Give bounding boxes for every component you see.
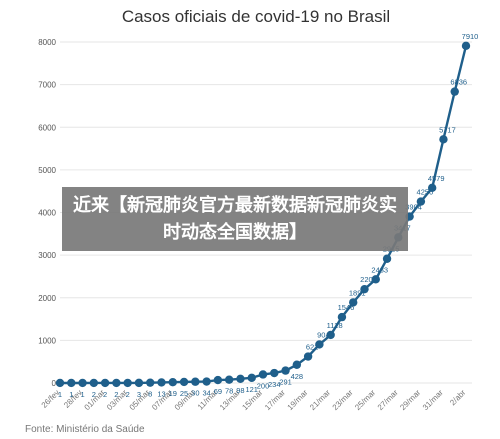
x-tick-label: 2/abr xyxy=(448,388,467,407)
data-label: 428 xyxy=(291,372,304,381)
x-tick-label: 29/mar xyxy=(398,388,422,412)
data-point xyxy=(202,377,211,386)
data-point xyxy=(281,366,290,375)
data-point xyxy=(450,87,459,96)
data-point xyxy=(157,378,166,387)
data-label: 234 xyxy=(268,380,281,389)
data-point xyxy=(439,135,448,144)
source-note: Fonte: Ministério da Saúde xyxy=(25,424,145,435)
data-label: 4256 xyxy=(417,188,434,197)
data-label: 30 xyxy=(191,389,199,398)
data-point xyxy=(416,197,426,206)
data-label: 13 xyxy=(157,389,165,398)
data-label: 904 xyxy=(317,330,330,339)
data-label: 34 xyxy=(202,389,210,398)
data-label: 25 xyxy=(180,389,188,398)
data-label: 5717 xyxy=(439,125,456,134)
overlay-banner: 近来【新冠肺炎官方最新数据新冠肺炎实时动态全国数据】 xyxy=(62,187,408,251)
data-label: 7910 xyxy=(462,32,479,41)
y-tick-label: 6000 xyxy=(38,123,56,132)
data-point xyxy=(382,254,392,263)
data-point xyxy=(78,378,87,388)
x-tick-label: 19/mar xyxy=(286,388,310,412)
data-point xyxy=(427,183,437,193)
data-point xyxy=(55,378,65,388)
y-tick-label: 7000 xyxy=(38,81,56,90)
data-label: 1 xyxy=(69,390,73,399)
y-tick-label: 3000 xyxy=(38,251,56,260)
data-label: 621 xyxy=(306,343,319,352)
data-label: 6836 xyxy=(450,78,467,87)
data-label: 2 xyxy=(103,390,107,399)
data-point xyxy=(213,375,223,385)
data-label: 1 xyxy=(58,390,62,399)
data-point xyxy=(315,340,324,349)
data-label: 1891 xyxy=(349,288,366,297)
y-tick-label: 5000 xyxy=(38,166,56,175)
y-tick-label: 0 xyxy=(52,379,57,388)
data-point xyxy=(349,298,358,307)
data-label: 1 xyxy=(80,390,84,399)
data-point xyxy=(224,375,234,384)
data-point xyxy=(89,378,99,388)
data-point xyxy=(360,284,369,294)
data-point xyxy=(168,377,177,387)
data-point xyxy=(371,275,380,284)
data-point xyxy=(134,378,144,388)
data-point xyxy=(236,374,245,384)
data-point xyxy=(461,41,471,51)
y-axis: 0 1000 2000 3000 4000 5000 6000 7000 8000 xyxy=(38,38,56,388)
data-label: 19 xyxy=(169,389,177,398)
y-tick-label: 2000 xyxy=(38,294,56,303)
data-label: 8 xyxy=(148,390,152,399)
data-point xyxy=(179,377,189,387)
data-point xyxy=(191,377,200,386)
data-point xyxy=(292,360,302,369)
data-label: 4579 xyxy=(428,174,445,183)
data-point xyxy=(270,368,279,378)
data-label: 98 xyxy=(236,386,244,395)
data-point xyxy=(258,370,268,379)
data-point xyxy=(337,312,347,322)
data-point xyxy=(67,378,76,388)
data-label: 3 xyxy=(137,390,141,399)
x-tick-label: 27/mar xyxy=(376,388,400,412)
data-label: 78 xyxy=(225,387,233,396)
data-label: 121 xyxy=(245,385,258,394)
x-tick-label: 31/mar xyxy=(421,388,445,412)
y-tick-label: 8000 xyxy=(38,38,56,47)
y-tick-label: 1000 xyxy=(38,336,56,345)
data-label: 2433 xyxy=(371,265,388,274)
data-label: 1546 xyxy=(338,303,355,312)
data-label: 2 xyxy=(92,390,96,399)
data-point xyxy=(100,378,110,388)
data-point xyxy=(123,378,132,388)
data-label: 291 xyxy=(279,378,292,387)
data-label: 2 xyxy=(114,390,118,399)
data-label: 2201 xyxy=(360,275,377,284)
data-point xyxy=(326,330,335,340)
data-label: 3904 xyxy=(405,203,422,212)
x-tick-label: 23/mar xyxy=(331,388,355,412)
data-label: 1128 xyxy=(327,321,343,330)
data-label: 2 xyxy=(126,390,130,399)
data-label: 200 xyxy=(257,381,270,390)
data-point xyxy=(146,378,155,387)
data-point xyxy=(112,378,121,388)
x-tick-label: 17/mar xyxy=(263,388,287,412)
data-label: 69 xyxy=(214,387,222,396)
y-tick-label: 4000 xyxy=(38,209,56,218)
data-point xyxy=(303,352,313,361)
chart-title: Casos oficiais de covid-19 no Brasil xyxy=(122,7,390,26)
x-tick-label: 21/mar xyxy=(308,388,332,412)
x-tick-label: 25/mar xyxy=(353,388,377,412)
data-point xyxy=(247,373,256,383)
